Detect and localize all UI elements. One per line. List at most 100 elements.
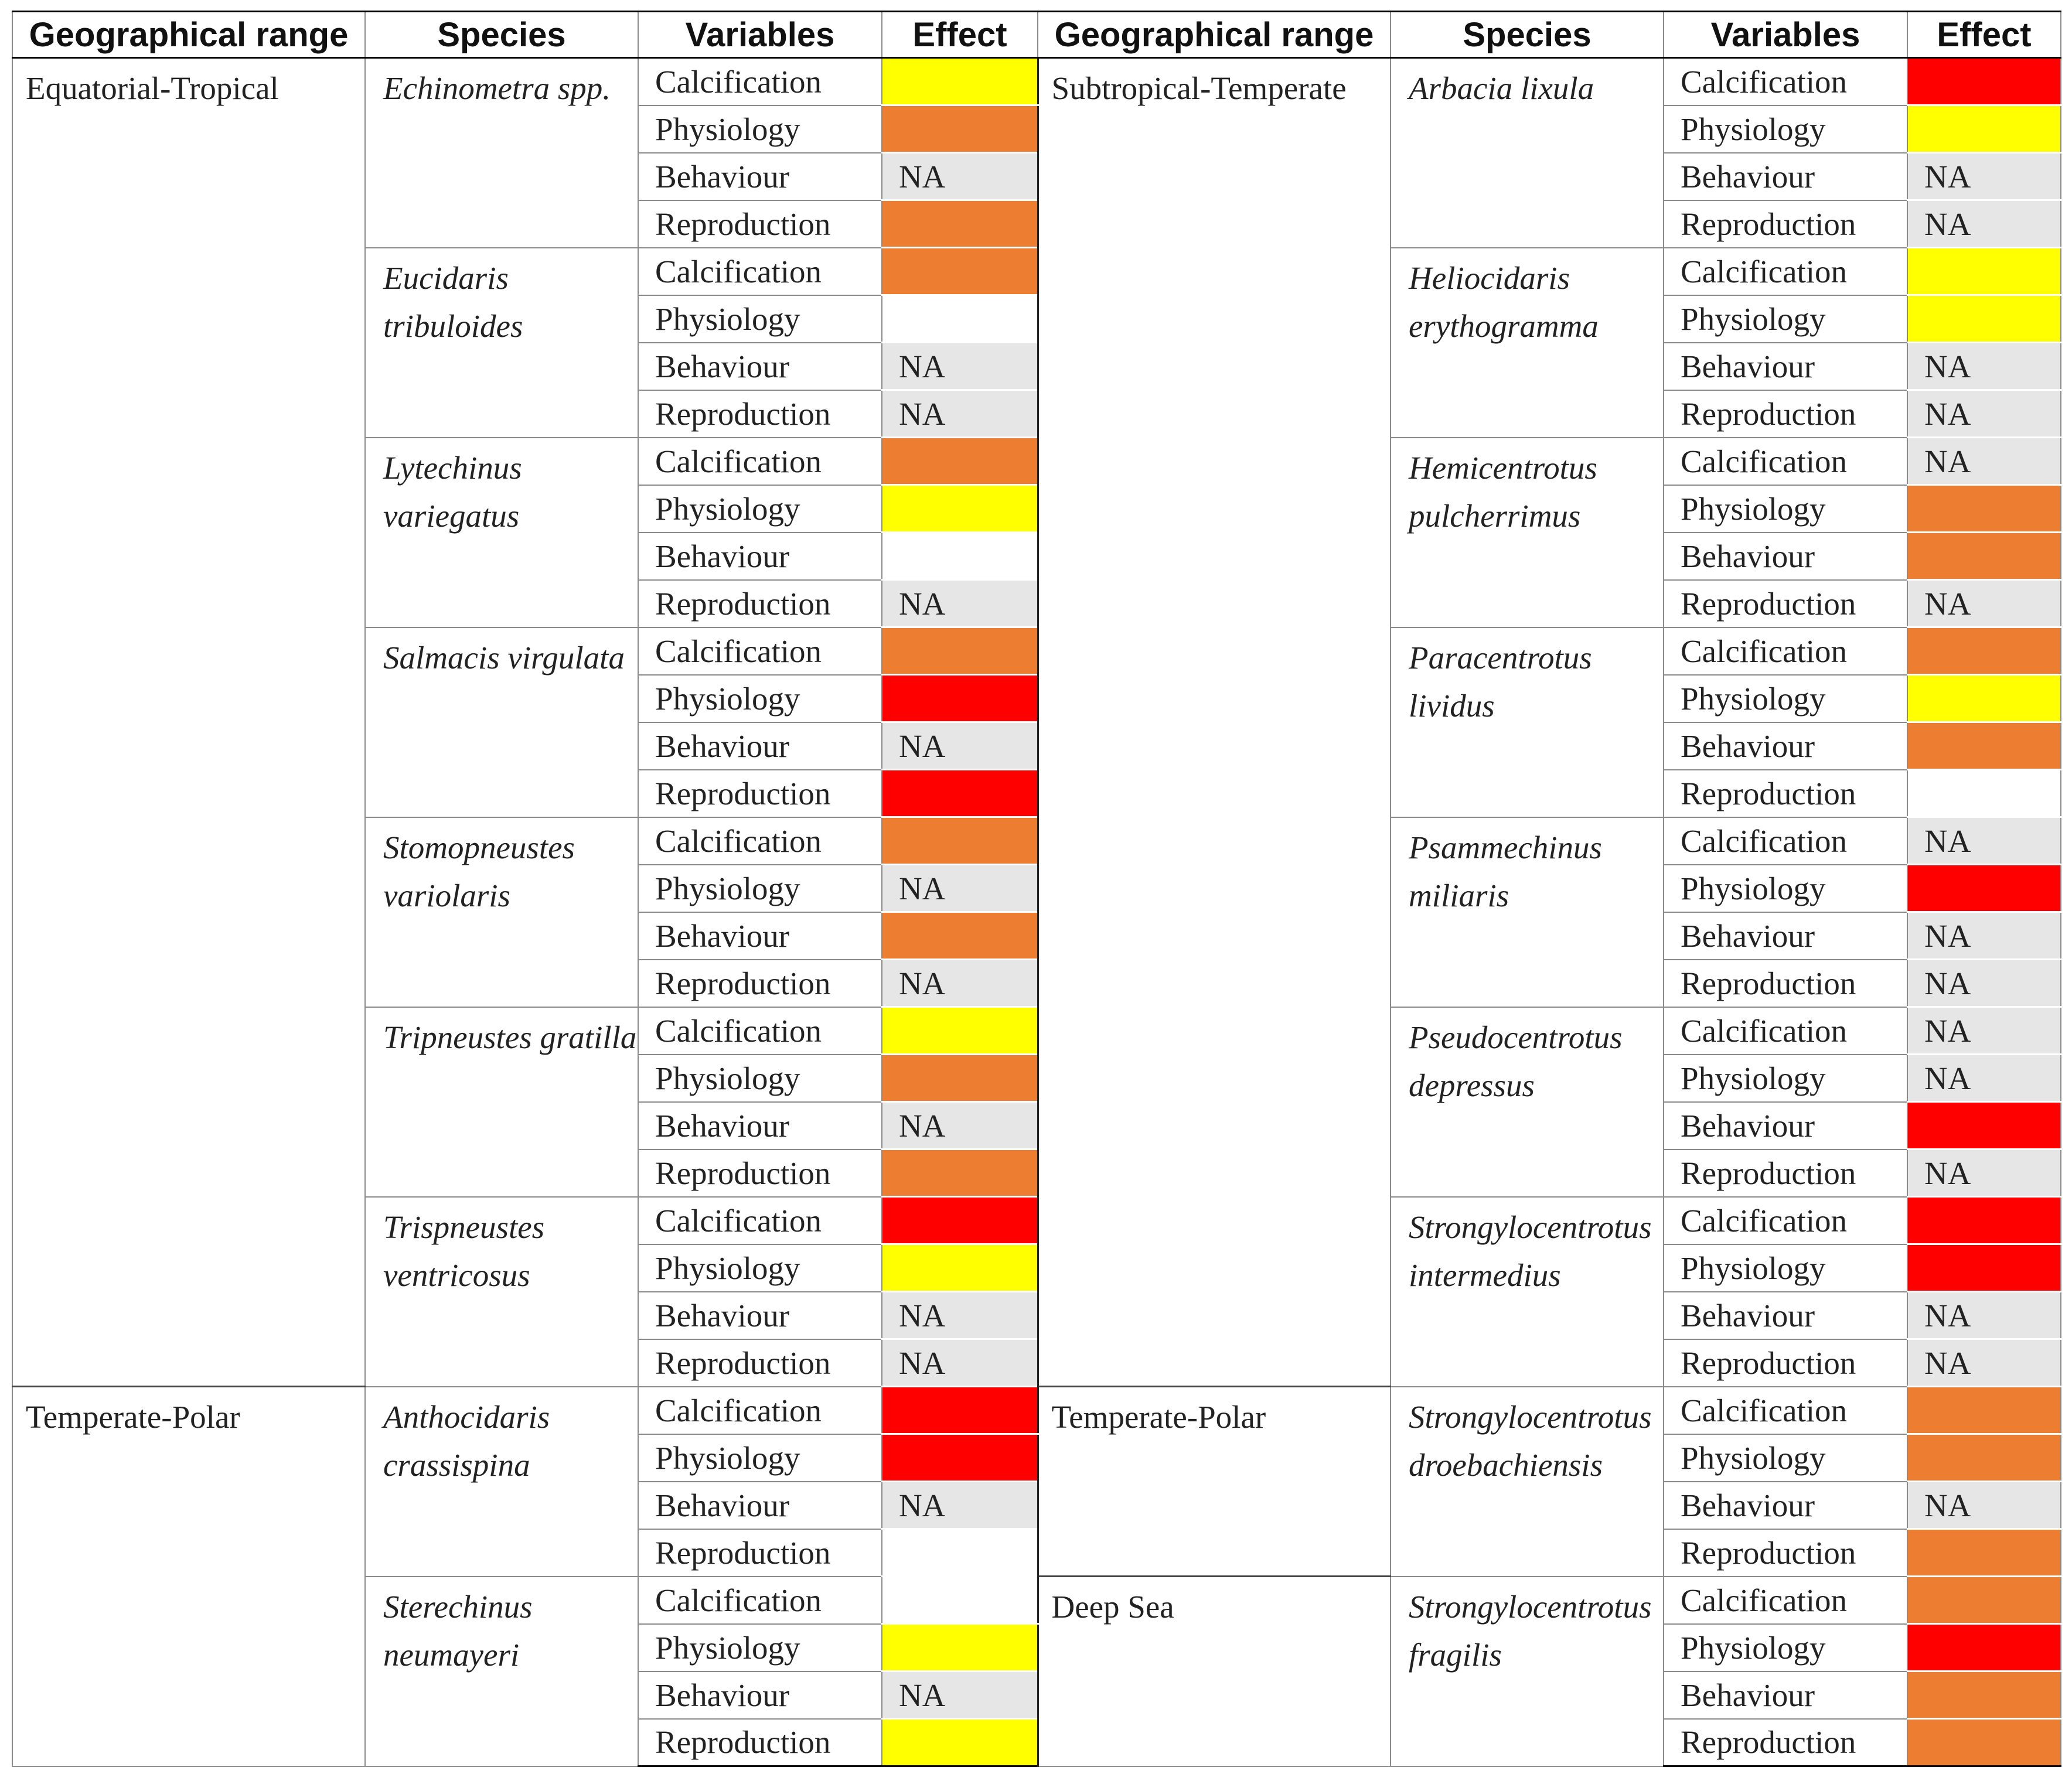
effect-cell xyxy=(881,199,1038,248)
variable-cell: Behaviour xyxy=(638,721,882,770)
variable-cell: Calcification xyxy=(638,816,882,865)
variable-cell: Reproduction xyxy=(638,958,882,1008)
header-effect: Effect xyxy=(1907,11,2061,59)
table-row: Physiology Physiology xyxy=(12,104,2061,153)
effect-cell: NA xyxy=(881,1101,1038,1150)
species-cell: Echinometra spp. xyxy=(364,57,639,248)
variable-cell: Physiology xyxy=(638,1053,882,1103)
variable-cell: Calcification xyxy=(1663,436,1908,486)
effect-cell xyxy=(881,1196,1038,1245)
variable-cell: Reproduction xyxy=(1663,389,1908,438)
header-species: Species xyxy=(364,11,639,59)
species-cell: Stomopneustes variolaris xyxy=(364,816,639,1008)
effect-cell: NA xyxy=(881,721,1038,770)
variable-cell: Physiology xyxy=(638,674,882,723)
table-row: Physiology NA Physiology xyxy=(12,864,2061,913)
variable-cell: Behaviour xyxy=(638,1481,882,1530)
species-cell: Lytechinus variegatus xyxy=(364,436,639,628)
variable-cell: Physiology xyxy=(1663,104,1908,153)
effect-cell xyxy=(1907,1433,2061,1482)
effect-cell: NA xyxy=(1907,1053,2061,1103)
variable-cell: Behaviour xyxy=(638,1291,882,1340)
table-row: Lytechinus variegatus Calcification Hemice… xyxy=(12,436,2061,628)
effect-cell xyxy=(1907,1101,2061,1150)
variable-cell: Physiology xyxy=(638,1433,882,1482)
effect-cell xyxy=(1907,531,2061,581)
variable-cell: Reproduction xyxy=(638,199,882,248)
effect-cell xyxy=(1907,721,2061,770)
effect-cell: NA xyxy=(881,1291,1038,1340)
table-row: Reproduction NA Reproduction NA xyxy=(12,579,2061,628)
variable-cell: Behaviour xyxy=(1663,911,1908,960)
effect-cell: NA xyxy=(1907,436,2061,486)
table-row: Stomopneustes variolaris Calcification Psa… xyxy=(12,816,2061,1008)
species-cell: Anthocidaris crassispina xyxy=(364,1386,639,1577)
effect-cell: NA xyxy=(881,1338,1038,1387)
variable-cell: Calcification xyxy=(1663,1575,1908,1625)
variable-cell: Physiology xyxy=(638,1623,882,1672)
geographical-range-cell: Equatorial-Tropical xyxy=(12,57,366,1387)
effect-cell: NA xyxy=(1907,1148,2061,1198)
effect-cell xyxy=(881,1386,1038,1435)
variable-cell: Behaviour xyxy=(638,342,882,391)
table-row: Reproduction NA Reproduction NA xyxy=(12,1338,2061,1387)
effect-cell: NA xyxy=(881,958,1038,1008)
variable-cell: Behaviour xyxy=(1663,1670,1908,1720)
effect-cell xyxy=(881,911,1038,960)
header-variables: Variables xyxy=(1663,11,1908,59)
variable-cell: Behaviour xyxy=(638,152,882,201)
table-row: Behaviour NA Behaviour NA xyxy=(12,1481,2061,1530)
effect-cell: NA xyxy=(881,864,1038,913)
table-row: Reproduction Reproduction NA xyxy=(12,1148,2061,1198)
table-row: Behaviour Behaviour NA xyxy=(12,911,2061,960)
variable-cell: Physiology xyxy=(1663,1433,1908,1482)
table-row: Physiology Physiology xyxy=(12,1243,2061,1292)
variable-cell: Physiology xyxy=(638,1243,882,1292)
header-effect: Effect xyxy=(881,11,1038,59)
table-row: Behaviour NA Behaviour xyxy=(12,721,2061,770)
variable-cell: Behaviour xyxy=(1663,152,1908,201)
effect-cell xyxy=(881,1718,1038,1767)
variable-cell: Behaviour xyxy=(1663,721,1908,770)
table-row: Reproduction Reproduction xyxy=(12,1718,2061,1767)
variable-cell: Behaviour xyxy=(1663,342,1908,391)
variable-cell: Physiology xyxy=(638,294,882,343)
effect-cell xyxy=(881,294,1038,343)
variable-cell: Calcification xyxy=(1663,1386,1908,1435)
effect-cell: NA xyxy=(1907,1291,2061,1340)
effects-table-container: Geographical range Species Variables Eff… xyxy=(12,11,2061,1767)
header-geographical-range: Geographical range xyxy=(1037,11,1391,59)
effect-cell: NA xyxy=(1907,389,2061,438)
effect-cell xyxy=(881,1575,1038,1625)
table-row: Physiology Physiology xyxy=(12,484,2061,533)
variable-cell: Behaviour xyxy=(1663,531,1908,581)
effect-cell xyxy=(1907,626,2061,676)
species-cell: Strongylocentrotus droebachiensis xyxy=(1390,1386,1664,1577)
variable-cell: Behaviour xyxy=(638,1670,882,1720)
variable-cell: Calcification xyxy=(1663,57,1908,106)
variable-cell: Calcification xyxy=(638,436,882,486)
effect-cell: NA xyxy=(1907,1338,2061,1387)
variable-cell: Calcification xyxy=(1663,1006,1908,1055)
variable-cell: Reproduction xyxy=(1663,1528,1908,1577)
header-geographical-range: Geographical range xyxy=(12,11,366,59)
variable-cell: Physiology xyxy=(1663,1243,1908,1292)
variable-cell: Reproduction xyxy=(1663,199,1908,248)
effect-cell: NA xyxy=(1907,1481,2061,1530)
effect-cell xyxy=(1907,1718,2061,1767)
variable-cell: Reproduction xyxy=(1663,769,1908,818)
table-row: Physiology Physiology NA xyxy=(12,1053,2061,1103)
species-cell: Pseudocentrotus depressus xyxy=(1390,1006,1664,1198)
effect-cell xyxy=(881,531,1038,581)
effect-cell: NA xyxy=(1907,342,2061,391)
variable-cell: Reproduction xyxy=(1663,579,1908,628)
species-cell: Psammechinus miliaris xyxy=(1390,816,1664,1008)
effect-cell xyxy=(1907,1528,2061,1577)
effect-cell xyxy=(1907,1575,2061,1625)
effect-cell xyxy=(881,1053,1038,1103)
table-row: Reproduction NA Reproduction NA xyxy=(12,389,2061,438)
table-row: Behaviour NA Behaviour NA xyxy=(12,342,2061,391)
species-cell: Arbacia lixula xyxy=(1390,57,1664,248)
effect-cell xyxy=(881,1433,1038,1482)
variable-cell: Reproduction xyxy=(638,1148,882,1198)
